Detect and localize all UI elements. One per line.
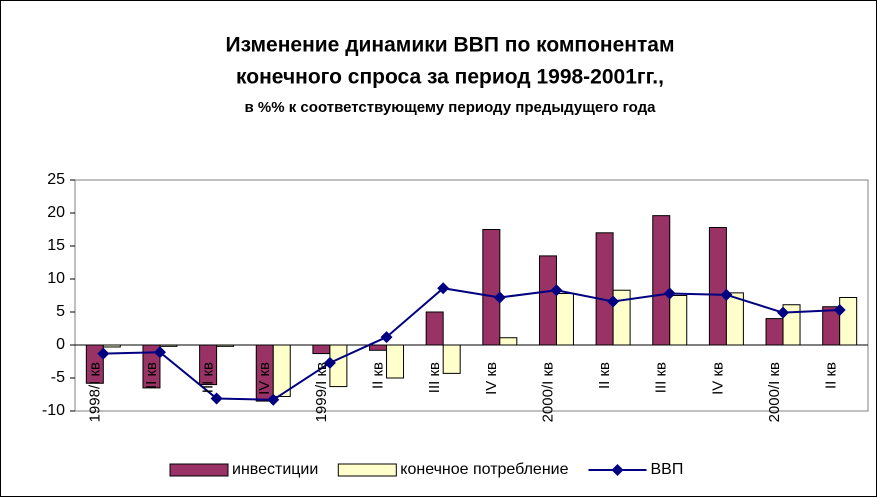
y-tick-label: 15 — [47, 237, 65, 254]
bar — [555, 293, 574, 346]
x-tick-label: IV кв — [709, 362, 726, 395]
bar — [839, 296, 858, 346]
bar — [216, 344, 235, 347]
legend-label: инвестиции — [232, 461, 318, 478]
y-tick-label: 0 — [56, 336, 65, 353]
bar — [669, 295, 688, 346]
bar — [538, 255, 557, 346]
x-tick-label: II кв — [143, 362, 160, 389]
x-tick-label: 1999/I кв — [313, 362, 330, 422]
marker — [153, 346, 166, 359]
bar — [782, 304, 801, 346]
bar — [386, 344, 405, 379]
bar — [708, 227, 727, 346]
bar — [652, 215, 671, 346]
marker — [437, 282, 450, 295]
x-tick-label: II кв — [370, 362, 387, 389]
marker — [607, 295, 620, 308]
marker — [210, 392, 223, 405]
bar — [595, 232, 614, 346]
bar — [725, 292, 744, 346]
legend-label: конечное потребление — [400, 461, 568, 478]
marker — [97, 347, 110, 360]
chart-title-line2: конечного спроса за период 1998-2001гг., — [236, 66, 664, 89]
bar — [272, 344, 291, 397]
x-tick-label: 1998/I кв — [86, 362, 103, 422]
y-tick-label: -10 — [42, 402, 65, 419]
legend-label: ВВП — [651, 461, 684, 478]
bar — [482, 229, 501, 346]
bar — [369, 344, 388, 351]
bar — [765, 318, 784, 346]
bar — [499, 337, 518, 346]
x-tick-label: III кв — [426, 362, 443, 393]
bar — [199, 344, 218, 386]
x-tick-label: IV кв — [256, 362, 273, 395]
marker — [267, 393, 280, 406]
x-tick-label: 2000/I кв — [766, 362, 783, 422]
marker — [493, 291, 506, 304]
bar — [102, 344, 121, 348]
marker — [380, 331, 393, 344]
legend-swatch — [337, 463, 397, 477]
y-tick-label: 25 — [47, 171, 65, 188]
y-tick-label: 10 — [47, 270, 65, 287]
legend-marker — [611, 464, 624, 476]
bar — [425, 311, 444, 346]
x-tick-label: 2000/I кв — [539, 362, 556, 422]
marker — [323, 356, 336, 369]
marker — [720, 288, 733, 301]
marker — [777, 306, 790, 319]
bar — [142, 344, 161, 389]
marker — [833, 304, 846, 317]
x-tick-label: III кв — [200, 362, 217, 393]
bar — [312, 344, 331, 355]
bar — [612, 289, 631, 346]
x-tick-label: II кв — [596, 362, 613, 389]
plot-area — [74, 179, 869, 412]
y-tick-label: 20 — [47, 204, 65, 221]
y-tick-label: -5 — [51, 369, 65, 386]
bar — [442, 344, 461, 374]
chart-title: Изменение динамики ВВП по компонентам — [226, 34, 675, 57]
legend-swatch — [169, 463, 229, 477]
x-tick-label: III кв — [653, 362, 670, 393]
marker — [550, 284, 563, 297]
line — [103, 287, 840, 401]
y-tick-label: 5 — [56, 303, 65, 320]
marker — [663, 287, 676, 300]
x-tick-label: II кв — [823, 362, 840, 389]
x-tick-label: IV кв — [483, 362, 500, 395]
chart-subtitle: в %% к соответствующему периоду предыдущ… — [245, 99, 657, 116]
bar — [159, 344, 178, 347]
